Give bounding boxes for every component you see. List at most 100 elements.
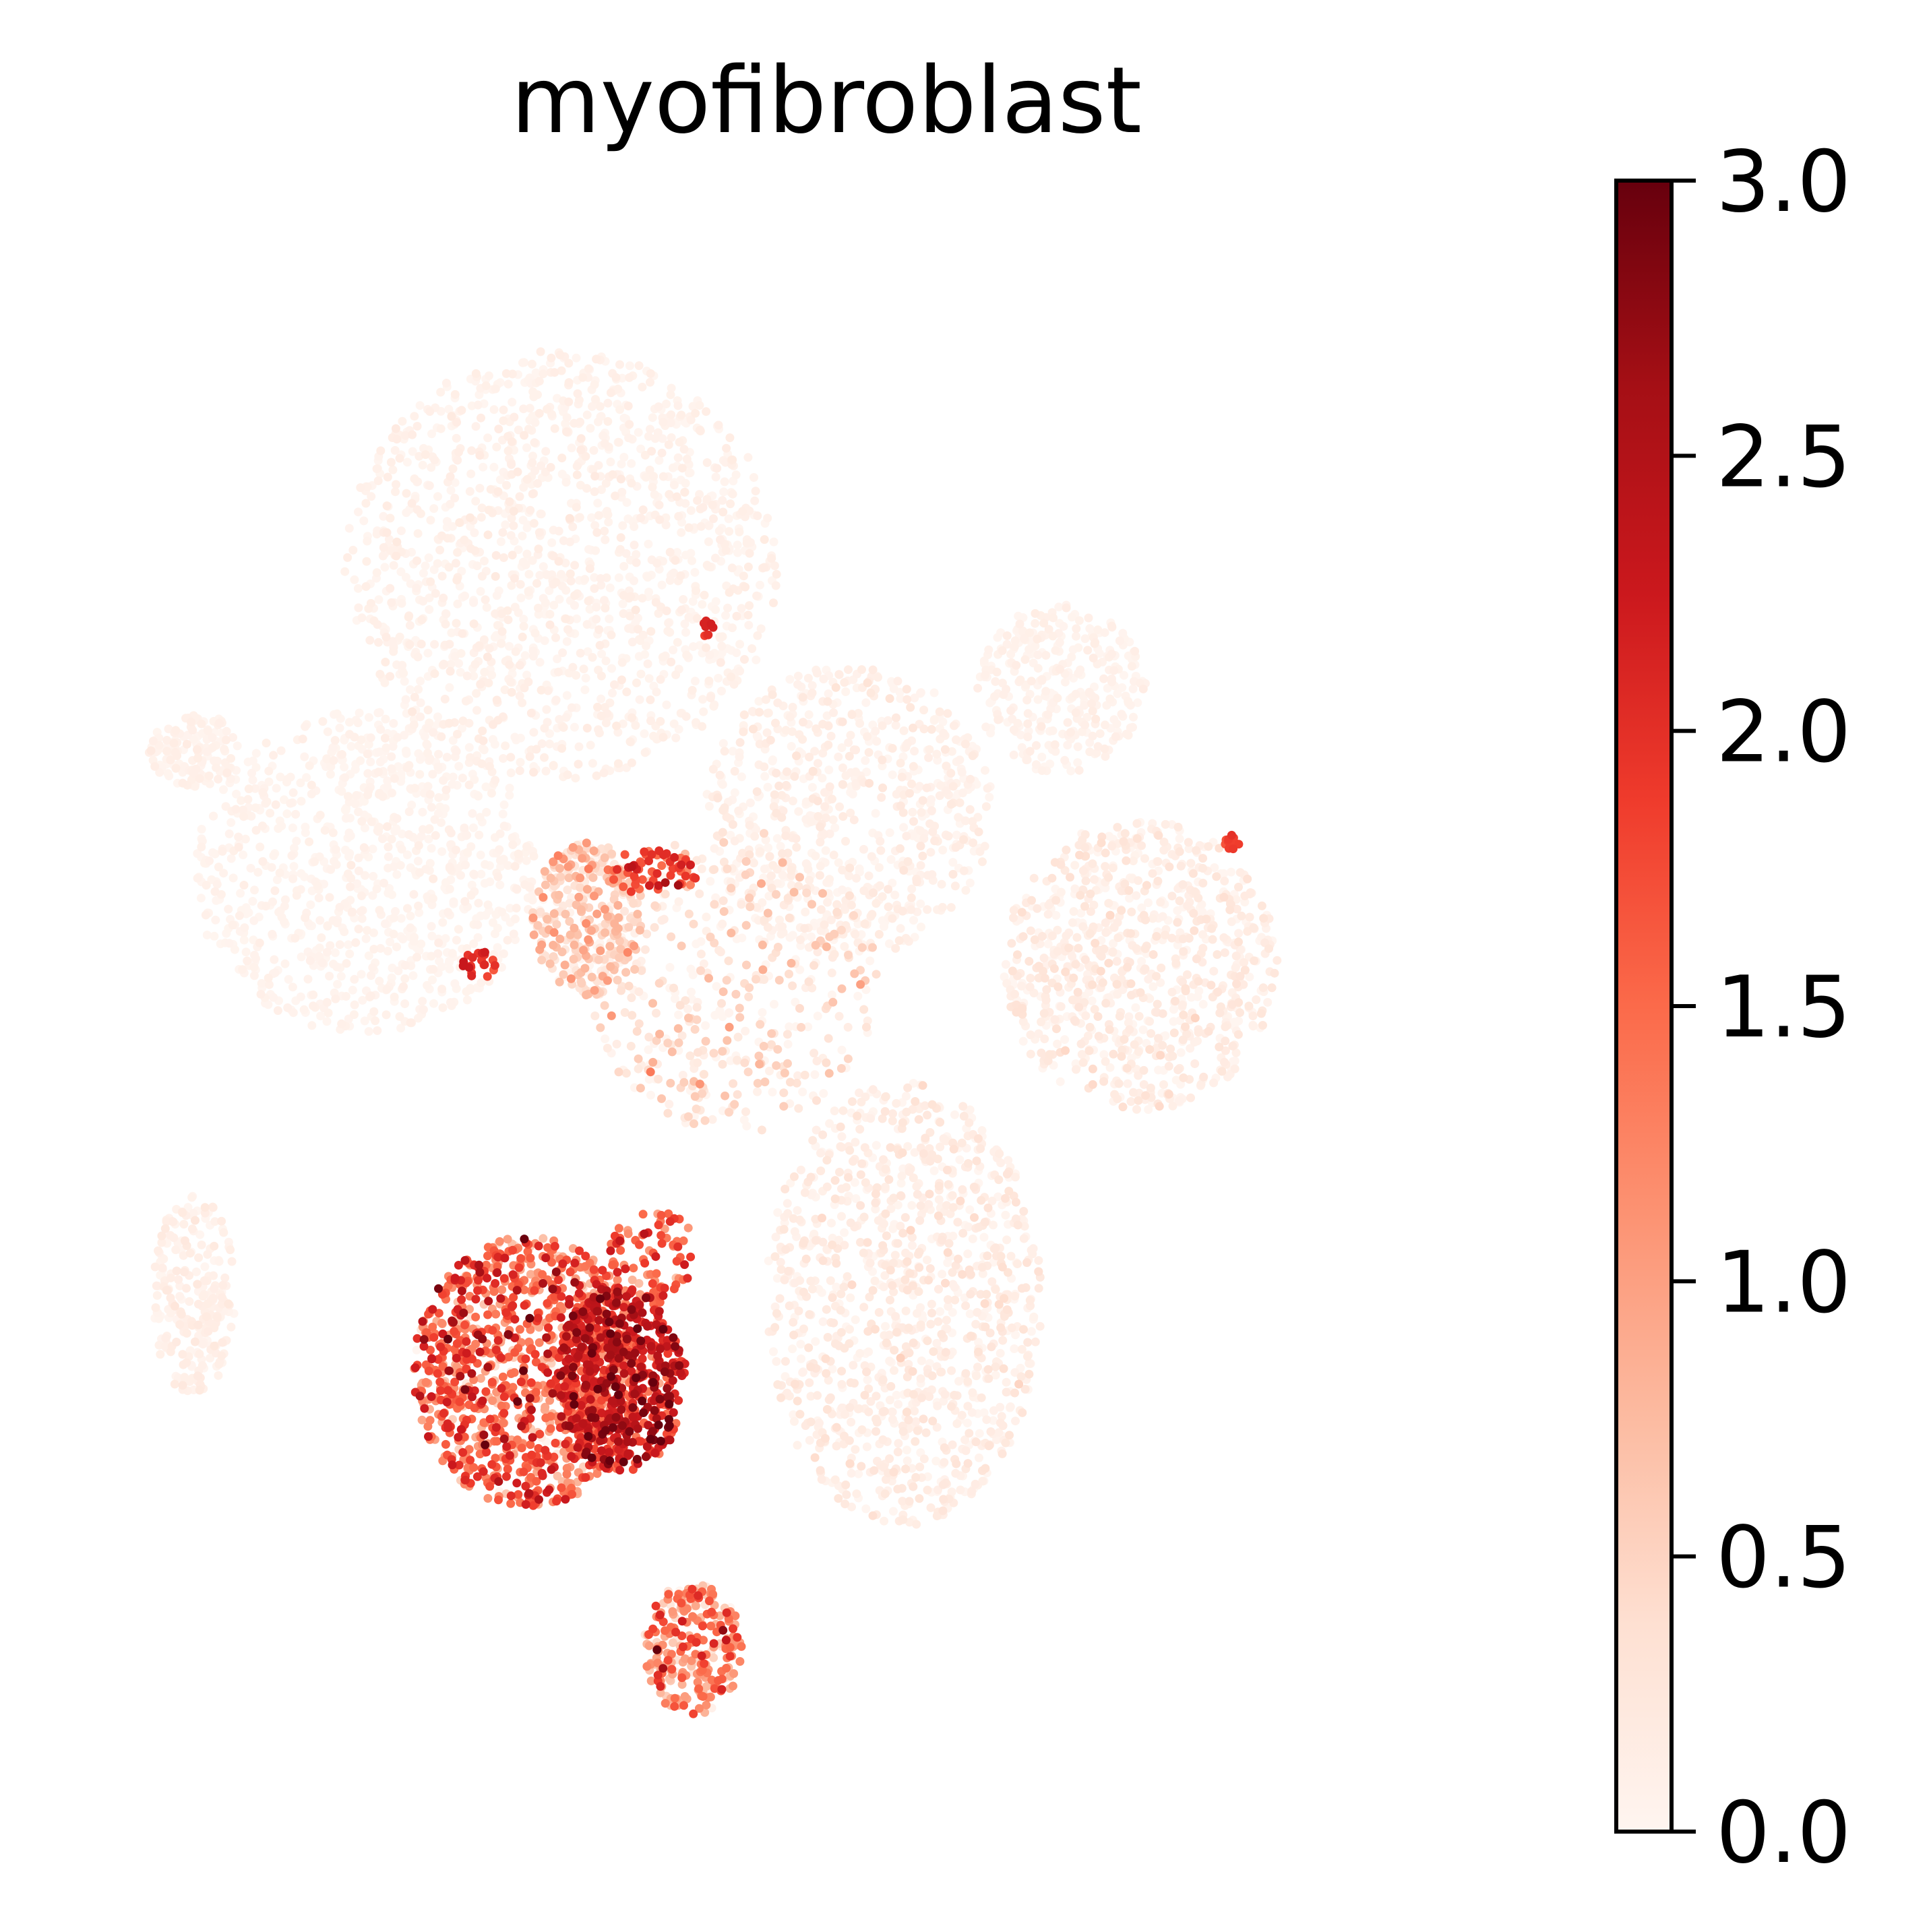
scatter-point [837, 1143, 847, 1152]
scatter-point [390, 445, 400, 455]
scatter-point [1016, 675, 1025, 685]
scatter-point [423, 672, 433, 681]
scatter-point [957, 768, 967, 777]
scatter-point [1234, 929, 1244, 938]
scatter-point [865, 1258, 875, 1268]
scatter-point [735, 666, 745, 676]
scatter-point [397, 844, 406, 854]
scatter-point [841, 771, 851, 780]
scatter-point [715, 632, 725, 642]
scatter-point [752, 591, 762, 600]
scatter-point [805, 1435, 814, 1445]
scatter-point [796, 935, 805, 944]
scatter-point [549, 761, 558, 770]
scatter-point [542, 705, 551, 714]
scatter-point [530, 629, 540, 638]
scatter-point [313, 881, 322, 891]
scatter-point [526, 505, 535, 515]
scatter-point [526, 708, 536, 718]
scatter-point [611, 373, 621, 382]
scatter-point [387, 598, 396, 607]
scatter-point [417, 615, 427, 625]
scatter-point [323, 921, 332, 931]
scatter-point [851, 1194, 861, 1204]
scatter-point [524, 588, 533, 596]
scatter-point [765, 1066, 774, 1076]
scatter-point [690, 677, 700, 686]
scatter-point [617, 460, 626, 469]
scatter-point [702, 407, 711, 416]
scatter-point [816, 861, 825, 871]
scatter-point [824, 766, 834, 774]
scatter-point [666, 390, 675, 400]
scatter-point [1113, 933, 1123, 942]
scatter-point [429, 999, 438, 1008]
scatter-point [614, 437, 623, 447]
scatter-point [909, 916, 918, 925]
scatter-point [863, 1375, 872, 1385]
scatter-point [369, 945, 379, 954]
scatter-point [975, 1429, 984, 1438]
scatter-point [424, 825, 433, 834]
scatter-point [674, 511, 683, 521]
scatter-point [537, 509, 546, 519]
scatter-point [317, 958, 327, 968]
scatter-point [892, 1098, 901, 1108]
scatter-point [433, 762, 443, 772]
scatter-point [1072, 624, 1081, 633]
scatter-point [605, 614, 614, 623]
scatter-point [220, 1273, 230, 1282]
scatter-point [1252, 995, 1261, 1004]
scatter-point [375, 976, 384, 986]
scatter-point [798, 1087, 807, 1096]
scatter-point [428, 770, 437, 779]
scatter-point [745, 549, 754, 558]
scatter-point [214, 1257, 224, 1266]
scatter-point [499, 754, 508, 763]
scatter-point [1194, 987, 1204, 996]
scatter-point [728, 489, 737, 499]
scatter-point [989, 1406, 998, 1415]
scatter-point [647, 447, 656, 456]
scatter-point [161, 1334, 171, 1343]
scatter-point [778, 922, 787, 931]
scatter-point [594, 625, 604, 634]
scatter-point [233, 741, 242, 751]
scatter-point [1128, 684, 1138, 693]
scatter-point [243, 956, 252, 966]
scatter-point [197, 842, 206, 852]
scatter-point [697, 864, 706, 873]
scatter-point [1076, 908, 1086, 918]
scatter-point [375, 906, 384, 915]
scatter-point [772, 1274, 782, 1283]
scatter-point [846, 730, 855, 740]
scatter-point [510, 412, 519, 422]
scatter-point [894, 1400, 903, 1409]
scatter-point [1011, 1416, 1020, 1426]
scatter-point [572, 353, 581, 363]
scatter-point [529, 852, 539, 861]
scatter-point [691, 408, 700, 418]
scatter-point [582, 484, 591, 493]
scatter-point [724, 514, 733, 524]
scatter-point [606, 458, 615, 466]
scatter-point [772, 834, 782, 843]
scatter-point [431, 831, 440, 840]
scatter-point [171, 1245, 181, 1255]
scatter-point [803, 673, 813, 683]
scatter-point [1146, 1029, 1156, 1038]
scatter-point [1245, 972, 1254, 982]
scatter-point [1017, 981, 1027, 991]
scatter-point [1002, 1235, 1012, 1245]
scatter-point [356, 483, 365, 493]
scatter-point [179, 1220, 189, 1229]
scatter-point [178, 778, 187, 788]
scatter-point [353, 718, 363, 728]
scatter-point [973, 683, 983, 693]
scatter-point [389, 561, 398, 570]
scatter-point [438, 1003, 448, 1012]
scatter-point [460, 535, 469, 544]
scatter-point [747, 644, 757, 653]
scatter-point [425, 481, 434, 491]
scatter-point [567, 443, 576, 453]
